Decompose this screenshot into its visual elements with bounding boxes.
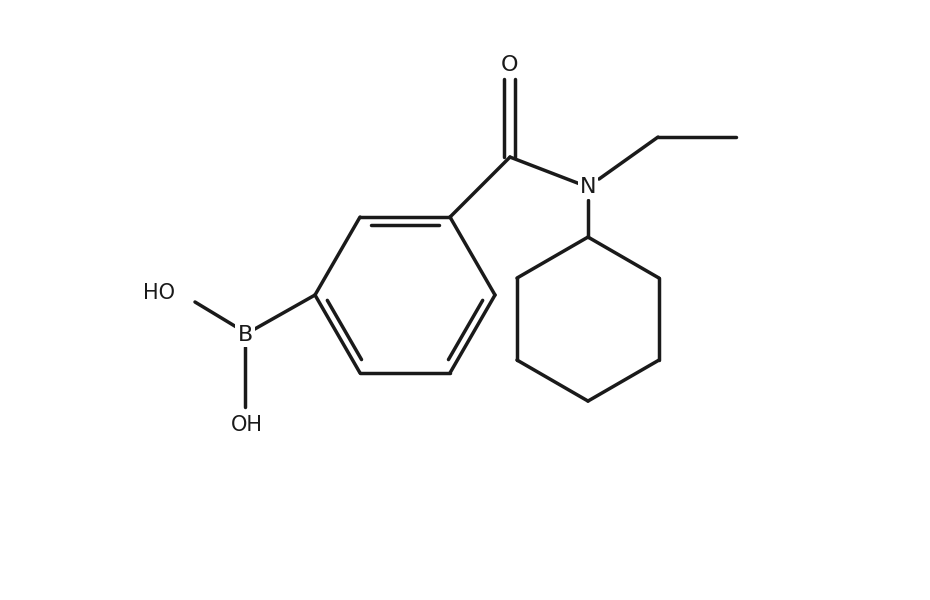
Text: O: O [501,55,519,75]
Text: OH: OH [231,415,263,435]
Text: B: B [237,325,253,345]
Text: N: N [579,177,596,197]
Text: HO: HO [143,283,175,303]
